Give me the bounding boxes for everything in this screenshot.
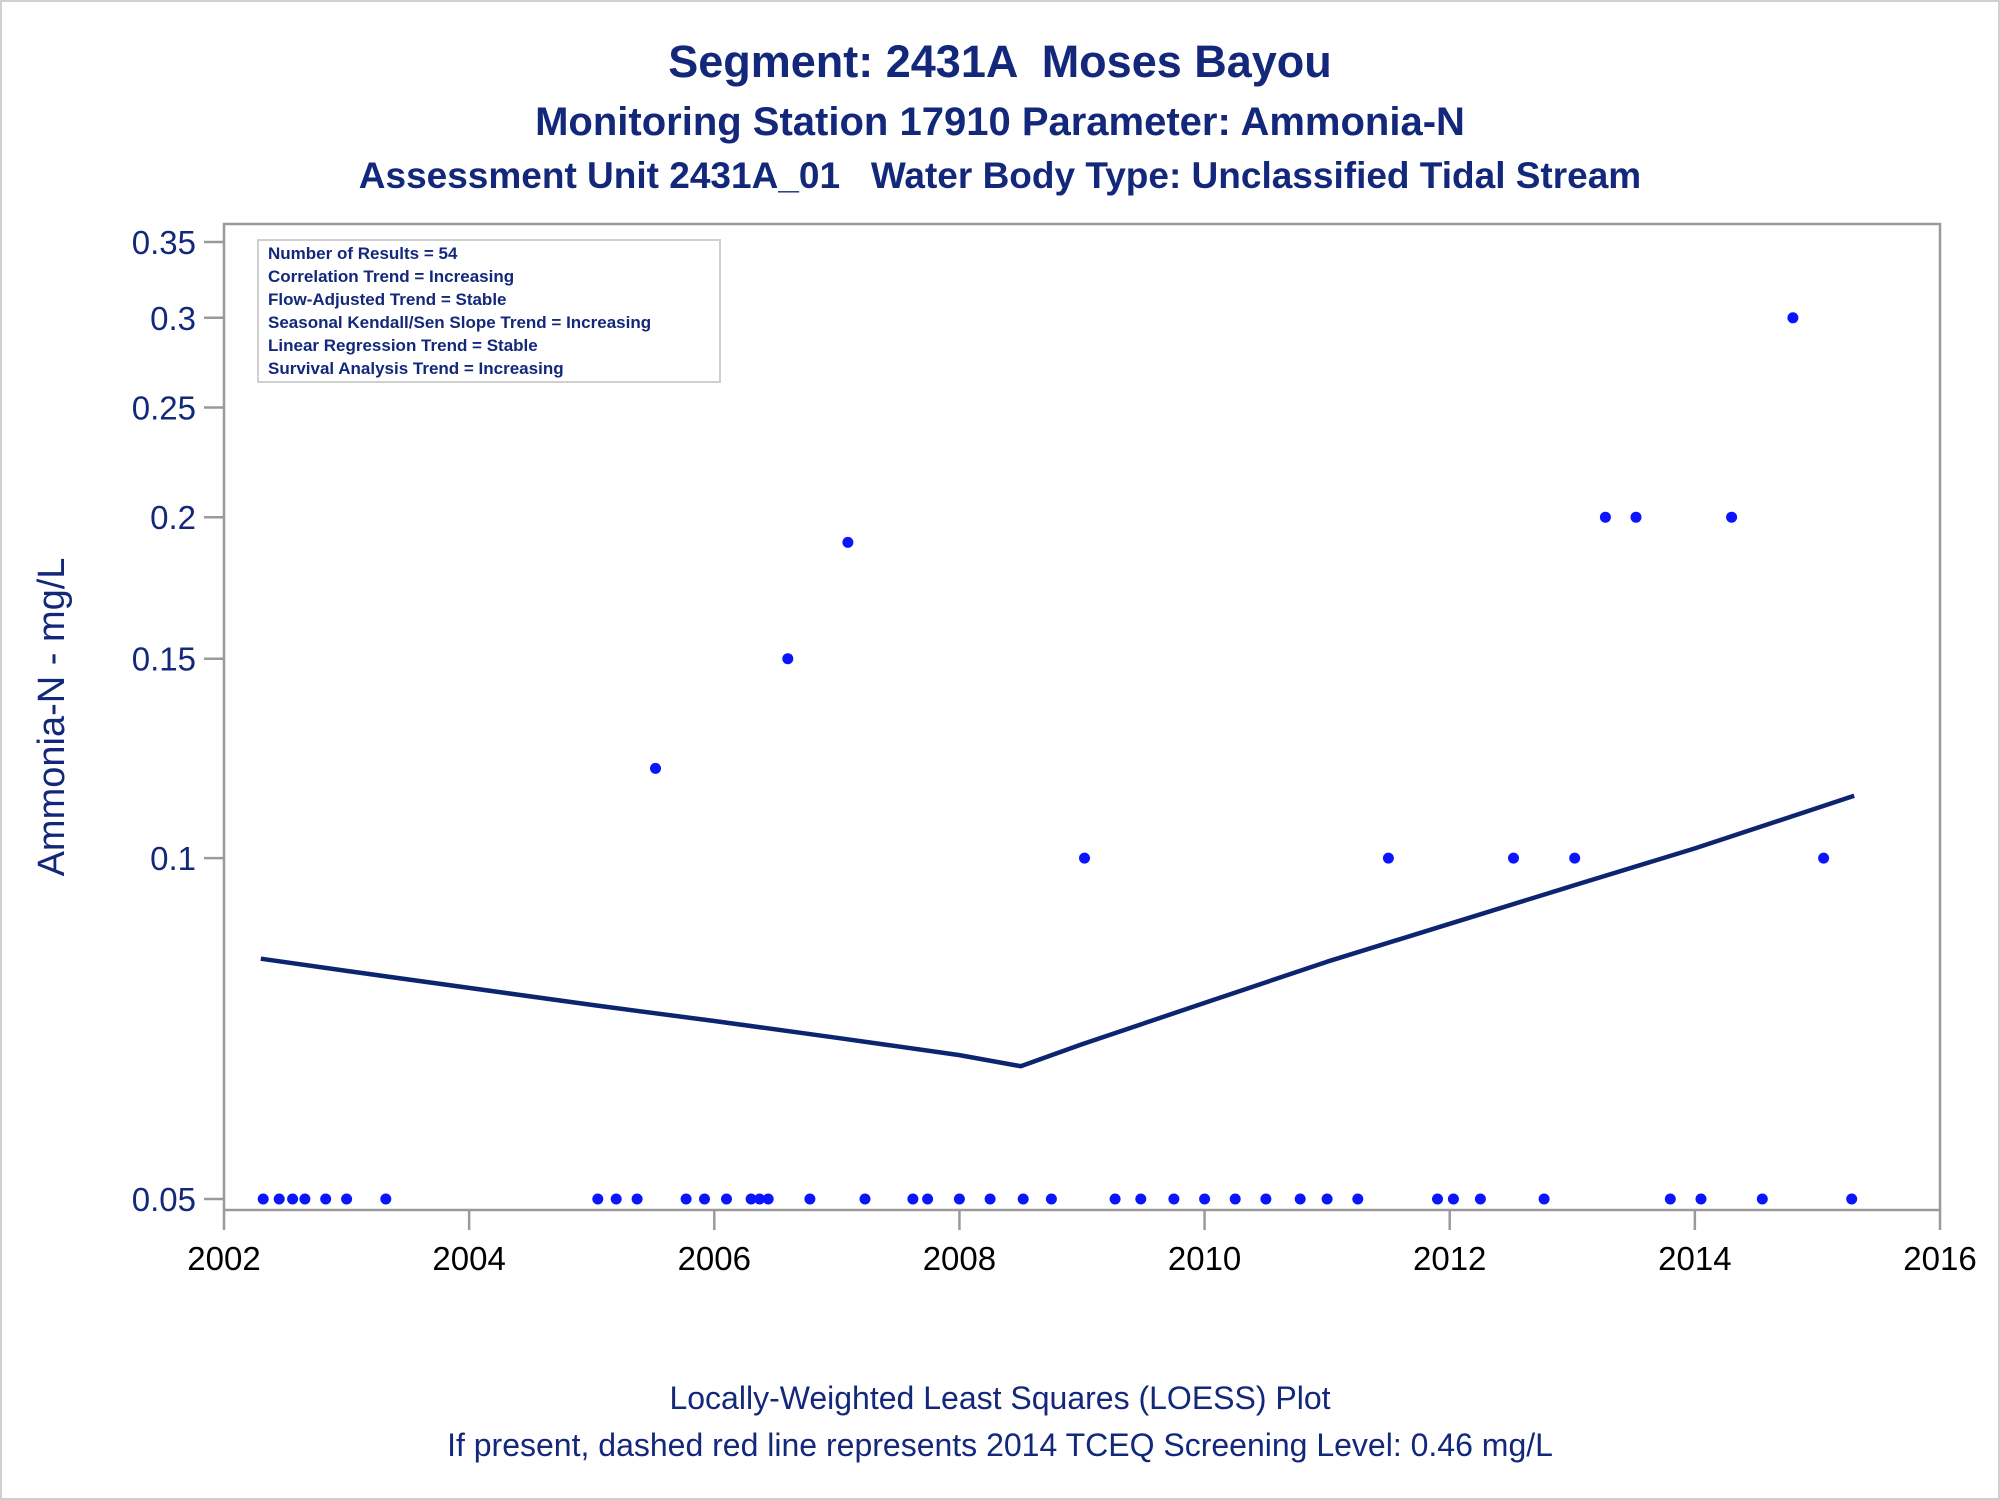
chart-subtitle-assessment: Assessment Unit 2431A_01 Water Body Type… <box>358 155 1642 196</box>
data-point <box>1294 1193 1306 1205</box>
data-point <box>1109 1193 1121 1205</box>
data-point <box>320 1193 332 1205</box>
data-point <box>1199 1193 1211 1205</box>
data-points <box>257 250 1858 1205</box>
data-point <box>1135 1193 1147 1205</box>
data-point <box>699 1193 710 1205</box>
data-point <box>1432 1193 1443 1205</box>
y-tick-label: 0.25 <box>132 389 196 426</box>
data-point <box>341 1193 353 1205</box>
data-point <box>1352 1193 1364 1205</box>
data-point <box>1168 1193 1180 1205</box>
y-tick-label: 0.15 <box>132 641 196 678</box>
data-point <box>1508 852 1519 864</box>
data-point <box>592 1193 604 1205</box>
stats-box: Number of Results = 54 Correlation Trend… <box>257 239 721 383</box>
x-tick-label: 2012 <box>1413 1240 1486 1277</box>
x-tick-label: 2004 <box>432 1240 505 1277</box>
loess-line <box>260 793 1855 1069</box>
data-point <box>631 1193 643 1205</box>
data-point <box>1382 852 1394 864</box>
footnote-screening-level: If present, dashed red line represents 2… <box>447 1427 1553 1463</box>
data-point <box>1630 511 1642 523</box>
data-point <box>680 1193 692 1205</box>
chart-subtitle-station: Monitoring Station 17910 Parameter: Ammo… <box>535 100 1465 144</box>
data-point <box>1229 1193 1241 1205</box>
x-tick-label: 2006 <box>678 1240 751 1277</box>
data-point <box>804 1193 816 1205</box>
data-point <box>610 1193 622 1205</box>
y-axis-label: Ammonia-N - mg/L <box>31 558 73 877</box>
data-point <box>1079 852 1090 864</box>
stat-correlation-trend: Correlation Trend = Increasing <box>268 267 514 286</box>
footnote-loess: Locally-Weighted Least Squares (LOESS) P… <box>669 1380 1331 1416</box>
data-point <box>1695 1193 1707 1205</box>
data-point <box>859 1193 871 1205</box>
y-tick-label: 0.3 <box>150 300 196 337</box>
data-point <box>1599 511 1611 523</box>
chart-title: Segment: 2431A Moses Bayou <box>668 36 1332 87</box>
stat-flow-adjusted-trend: Flow-Adjusted Trend = Stable <box>268 290 507 309</box>
stat-number-of-results: Number of Results = 54 <box>268 244 458 263</box>
data-point <box>984 1193 996 1205</box>
data-point <box>299 1193 311 1205</box>
y-tick-label: 0.2 <box>150 499 196 536</box>
stat-linear-regression-trend: Linear Regression Trend = Stable <box>268 336 538 355</box>
data-point <box>1787 312 1799 324</box>
data-point <box>922 1193 934 1205</box>
x-tick-label: 2008 <box>923 1240 996 1277</box>
data-point <box>1726 511 1738 523</box>
data-point <box>380 1193 392 1205</box>
data-point <box>273 1193 285 1205</box>
stat-seasonal-kendall-trend: Seasonal Kendall/Sen Slope Trend = Incre… <box>268 313 651 332</box>
x-tick-label: 2010 <box>1168 1240 1241 1277</box>
data-point <box>1756 1193 1768 1205</box>
data-point <box>953 1193 965 1205</box>
x-axis: 2002 2004 2006 2008 2010 2012 2014 2016 <box>187 1210 1977 1277</box>
data-point <box>1818 852 1830 864</box>
y-tick-label: 0.1 <box>150 840 196 877</box>
data-point <box>721 1193 732 1205</box>
data-point <box>287 1193 299 1205</box>
data-point <box>1664 1193 1676 1205</box>
data-point <box>257 1193 269 1205</box>
x-tick-label: 2002 <box>187 1240 260 1277</box>
data-point <box>1447 1193 1459 1205</box>
x-tick-label: 2016 <box>1903 1240 1976 1277</box>
data-point <box>1045 1193 1057 1205</box>
data-point <box>1538 1193 1550 1205</box>
data-point <box>754 1193 766 1205</box>
data-point <box>1846 1193 1858 1205</box>
data-point <box>1321 1193 1333 1205</box>
data-point <box>1260 1193 1272 1205</box>
data-point <box>745 1193 757 1205</box>
y-axis: 0.05 0.1 0.15 0.2 0.25 0.3 0.35 <box>132 224 224 1218</box>
data-point <box>907 1193 919 1205</box>
data-point <box>762 1193 774 1205</box>
y-tick-label: 0.05 <box>132 1181 196 1218</box>
data-point <box>782 653 794 665</box>
stats-box-border <box>257 239 721 383</box>
data-point <box>1474 1193 1486 1205</box>
data-point <box>1569 852 1581 864</box>
stat-survival-analysis-trend: Survival Analysis Trend = Increasing <box>268 359 564 378</box>
data-point <box>650 762 661 774</box>
data-point <box>1017 1193 1029 1205</box>
data-point <box>842 536 854 548</box>
x-tick-label: 2014 <box>1658 1240 1731 1277</box>
y-tick-label: 0.35 <box>132 224 196 261</box>
